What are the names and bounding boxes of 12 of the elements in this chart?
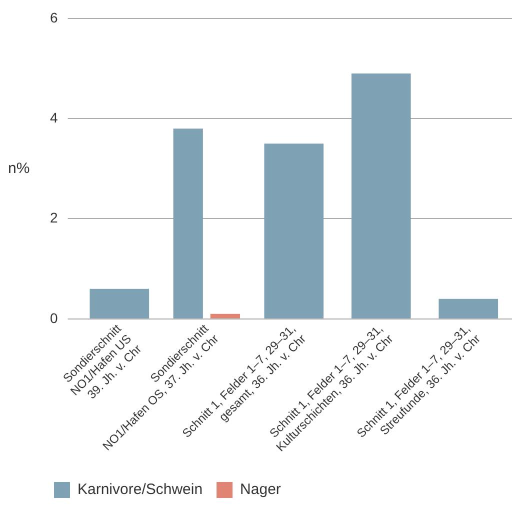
bar	[90, 288, 150, 318]
bar	[210, 314, 240, 318]
y-tick-label: 4	[50, 109, 58, 126]
y-tick-label: 6	[50, 9, 58, 26]
bar	[264, 144, 324, 318]
y-tick-label: 0	[50, 310, 58, 326]
bar	[351, 73, 411, 318]
legend-label: Karnivore/Schwein	[78, 481, 203, 498]
legend-label: Nager	[240, 481, 281, 498]
y-axis-title: n%	[8, 160, 30, 177]
bar	[438, 298, 498, 318]
y-tick-label: 2	[50, 210, 58, 226]
